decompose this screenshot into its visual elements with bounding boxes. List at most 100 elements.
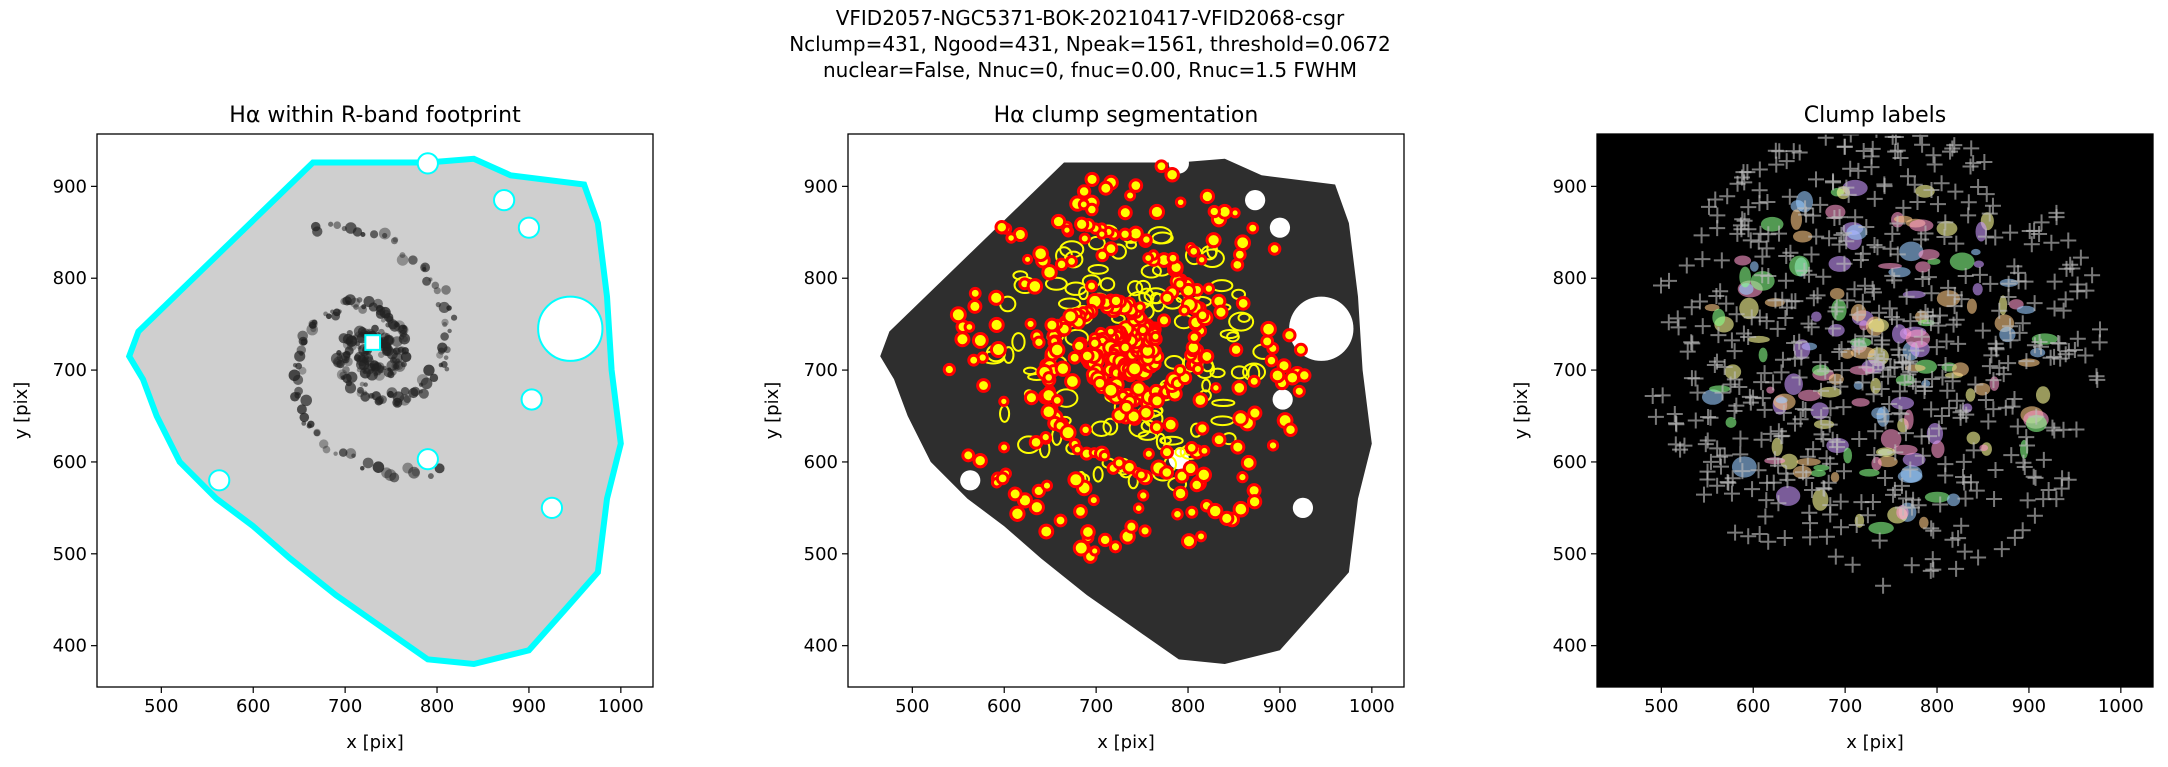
emission bbox=[374, 397, 383, 406]
clump bbox=[1199, 188, 1216, 205]
label-region bbox=[1868, 521, 1894, 535]
clump bbox=[1159, 445, 1174, 460]
label-region bbox=[1951, 362, 1969, 377]
peak-marker bbox=[1947, 183, 1964, 200]
peak-marker bbox=[1894, 354, 1911, 371]
peak-marker bbox=[1926, 156, 1943, 173]
x-axis-label: x [pix] bbox=[1846, 732, 1904, 753]
label-region bbox=[1709, 385, 1731, 393]
peak-marker bbox=[1794, 401, 1811, 418]
label-region bbox=[1899, 241, 1924, 262]
peak-marker bbox=[1955, 453, 1972, 470]
peak-marker bbox=[1742, 232, 1759, 249]
emission bbox=[400, 351, 412, 363]
emission bbox=[422, 276, 432, 286]
image bbox=[848, 134, 1404, 687]
label-region bbox=[1915, 261, 1931, 273]
x-tick-label: 900 bbox=[1263, 696, 1297, 717]
contour bbox=[1087, 235, 1106, 251]
x-tick-label: 800 bbox=[1171, 696, 1205, 717]
peak-marker bbox=[2004, 398, 2021, 415]
y-tick-label: 500 bbox=[804, 544, 838, 565]
peak-marker bbox=[1803, 482, 1820, 499]
peak-marker bbox=[1970, 179, 1987, 196]
peak-marker bbox=[1977, 392, 1994, 409]
emission bbox=[402, 325, 407, 330]
peak-marker bbox=[1760, 533, 1777, 550]
peak-marker bbox=[2000, 275, 2017, 292]
clump bbox=[967, 353, 981, 367]
peak-marker bbox=[1667, 436, 1684, 453]
clump bbox=[1137, 489, 1150, 502]
emission bbox=[399, 329, 408, 338]
peak-marker bbox=[1678, 257, 1695, 274]
peak-marker bbox=[1854, 293, 1871, 310]
contour bbox=[1228, 311, 1255, 332]
peak-marker bbox=[1955, 469, 1972, 486]
peak-marker bbox=[1791, 369, 1808, 386]
peak-marker bbox=[1881, 300, 1898, 317]
peak-marker bbox=[1752, 225, 1769, 242]
clump bbox=[1260, 334, 1275, 349]
clump bbox=[1149, 330, 1162, 343]
label-region bbox=[1971, 248, 1981, 256]
suptitle-line: VFID2057-NGC5371-BOK-20210417-VFID2068-c… bbox=[836, 6, 1345, 30]
y-tick-label: 900 bbox=[1553, 176, 1587, 197]
emission bbox=[408, 466, 420, 479]
mask bbox=[208, 469, 231, 492]
clump bbox=[1067, 350, 1082, 365]
emission bbox=[363, 296, 375, 308]
label-region bbox=[1724, 364, 1742, 380]
clump bbox=[1149, 420, 1164, 435]
peak-marker bbox=[2055, 421, 2072, 438]
peak-marker bbox=[1930, 420, 1947, 437]
peak-marker bbox=[1932, 496, 1949, 513]
clump bbox=[989, 341, 1007, 359]
peak-marker bbox=[1647, 408, 1664, 425]
label-region bbox=[2035, 386, 2051, 404]
clump bbox=[1059, 424, 1077, 442]
clump bbox=[971, 332, 989, 349]
y-tick-label: 400 bbox=[804, 636, 838, 657]
peak-marker bbox=[1719, 473, 1736, 490]
label-region bbox=[1813, 464, 1830, 471]
clump bbox=[1207, 204, 1221, 219]
label-region bbox=[1919, 516, 1929, 529]
contour bbox=[1151, 231, 1174, 245]
peak-marker bbox=[1691, 293, 1708, 310]
peak-marker bbox=[1660, 314, 1677, 331]
peak-marker bbox=[1940, 279, 1957, 296]
clump bbox=[1171, 507, 1184, 521]
footprint bbox=[125, 155, 624, 668]
clump bbox=[1230, 439, 1246, 455]
peak-marker bbox=[2055, 302, 2072, 319]
y-tick-label: 600 bbox=[804, 452, 838, 473]
peak-marker bbox=[1835, 463, 1852, 480]
peak-marker bbox=[2027, 469, 2044, 486]
peak-marker bbox=[1756, 365, 1773, 382]
contour bbox=[1230, 365, 1249, 380]
clump bbox=[1184, 440, 1199, 455]
label-region bbox=[1760, 216, 1784, 232]
peak-marker bbox=[1936, 229, 1953, 246]
peak-marker bbox=[1728, 306, 1745, 323]
emission bbox=[356, 297, 363, 303]
peak-marker bbox=[1702, 409, 1719, 426]
peak-marker bbox=[1887, 444, 1904, 461]
peak-marker bbox=[1982, 275, 1999, 292]
peak-marker bbox=[1836, 255, 1853, 272]
peak-marker bbox=[1750, 233, 1767, 250]
contour bbox=[1099, 277, 1116, 292]
emission bbox=[420, 262, 431, 273]
clump bbox=[963, 321, 976, 333]
contour bbox=[1011, 332, 1026, 352]
peak-marker bbox=[1756, 401, 1773, 418]
peak-marker bbox=[1803, 246, 1820, 263]
peak-marker bbox=[2035, 451, 2052, 468]
peak-marker bbox=[1757, 508, 1774, 525]
emission bbox=[322, 445, 331, 454]
y-tick-label: 800 bbox=[53, 268, 87, 289]
peak-marker bbox=[1774, 351, 1791, 368]
peak-marker bbox=[1714, 384, 1731, 401]
clump bbox=[1097, 532, 1113, 548]
